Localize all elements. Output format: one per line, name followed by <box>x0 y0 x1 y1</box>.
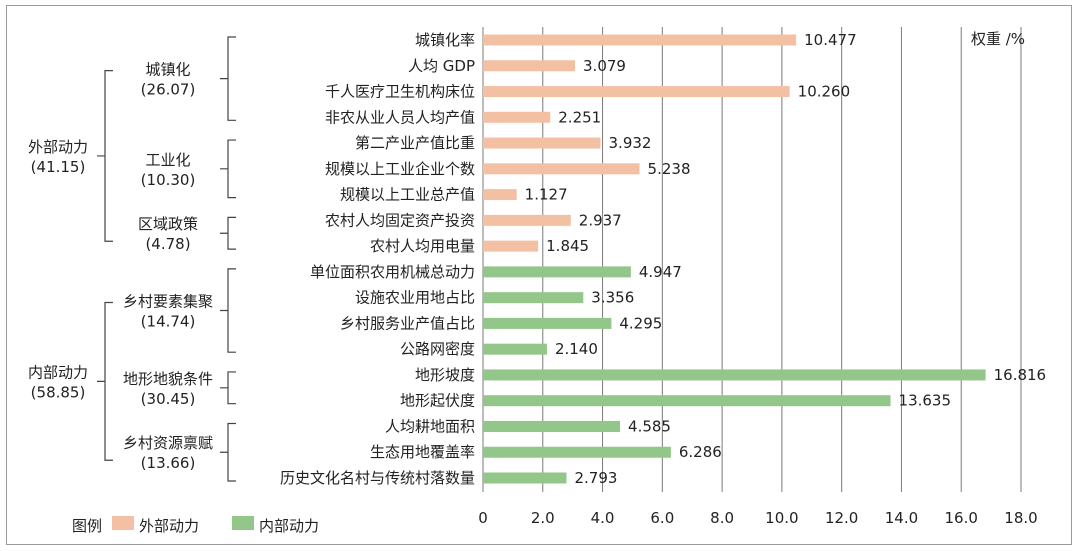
value-label: 2.937 <box>579 211 622 229</box>
bar <box>483 395 891 407</box>
value-label: 2.140 <box>555 340 598 358</box>
legend-title: 图例 <box>72 517 102 535</box>
category-label: 城镇化率 <box>415 31 475 49</box>
value-label: 6.286 <box>679 443 722 461</box>
x-tick-label: 8.0 <box>710 509 734 527</box>
bar <box>483 343 547 355</box>
value-label: 10.260 <box>798 83 851 101</box>
legend-label: 内部动力 <box>259 517 319 535</box>
value-label: 16.816 <box>994 366 1047 384</box>
group-weight: (13.66) <box>141 454 196 472</box>
value-label: 4.585 <box>628 417 671 435</box>
value-label: 4.947 <box>639 263 682 281</box>
group-bracket <box>97 70 113 242</box>
group-weight: (58.85) <box>31 383 86 401</box>
category-label: 农村人均用电量 <box>370 237 475 255</box>
value-label: 3.356 <box>591 289 634 307</box>
category-label: 人均 GDP <box>408 57 475 75</box>
bar <box>483 446 671 458</box>
bar <box>483 420 621 432</box>
category-label: 人均耕地面积 <box>385 417 475 435</box>
legend-label: 外部动力 <box>139 517 199 535</box>
group-weight: (41.15) <box>31 158 86 176</box>
group-weight: (30.45) <box>141 390 196 408</box>
x-tick-label: 4.0 <box>591 509 615 527</box>
bar <box>483 60 576 72</box>
group-bracket <box>220 139 236 199</box>
group-weight: (4.78) <box>145 235 190 253</box>
value-label: 3.932 <box>609 134 652 152</box>
value-label: 4.295 <box>619 314 662 332</box>
x-axis-label: 权重 /% <box>971 30 1025 48</box>
value-label: 2.793 <box>574 469 617 487</box>
bar <box>483 189 517 201</box>
value-label: 13.635 <box>899 392 952 410</box>
bar <box>483 266 631 278</box>
group-label: 地形地貌条件 <box>123 370 213 388</box>
group-bracket <box>220 422 236 482</box>
bar <box>483 369 986 381</box>
category-label: 非农从业人员人均产值 <box>325 108 475 126</box>
bar <box>483 163 640 175</box>
group-weight: (10.30) <box>141 171 196 189</box>
bar <box>483 137 601 149</box>
group-weight: (26.07) <box>141 81 196 99</box>
bar <box>483 214 571 226</box>
x-tick-label: 14.0 <box>885 509 918 527</box>
category-label: 地形起伏度 <box>400 392 475 410</box>
x-tick-label: 16.0 <box>945 509 978 527</box>
category-label: 历史文化名村与传统村落数量 <box>280 469 475 487</box>
legend-swatch <box>112 516 134 530</box>
value-label: 3.079 <box>583 57 626 75</box>
group-label: 乡村资源禀赋 <box>123 434 213 452</box>
group-label: 外部动力 <box>28 138 88 156</box>
value-label: 10.477 <box>804 31 857 49</box>
bar <box>483 292 584 304</box>
legend-swatch <box>232 516 254 530</box>
group-label: 乡村要素集聚 <box>123 293 213 311</box>
value-label: 2.251 <box>558 108 601 126</box>
group-label: 内部动力 <box>28 363 88 381</box>
category-label: 设施农业用地占比 <box>355 289 475 307</box>
bar <box>483 34 797 46</box>
x-tick-label: 2.0 <box>531 509 555 527</box>
category-label: 规模以上工业企业个数 <box>325 160 475 178</box>
x-tick-label: 12.0 <box>825 509 858 527</box>
chart-frame <box>6 5 1072 545</box>
category-label: 单位面积农用机械总动力 <box>310 263 475 281</box>
category-label: 乡村服务业产值占比 <box>340 314 475 332</box>
category-label: 第二产业产值比重 <box>355 134 475 152</box>
group-bracket <box>220 216 236 250</box>
category-label: 公路网密度 <box>400 340 475 358</box>
bar <box>483 317 612 329</box>
value-label: 1.845 <box>546 237 589 255</box>
category-label: 生态用地覆盖率 <box>370 443 475 461</box>
bar <box>483 240 539 252</box>
group-label: 工业化 <box>145 151 190 169</box>
group-weight: (14.74) <box>141 313 196 331</box>
value-label: 5.238 <box>648 160 691 178</box>
category-label: 农村人均固定资产投资 <box>325 211 475 229</box>
x-tick-label: 18.0 <box>1004 509 1037 527</box>
category-label: 千人医疗卫生机构床位 <box>325 83 475 101</box>
group-label: 区域政策 <box>138 215 198 233</box>
group-bracket <box>220 371 236 405</box>
x-tick-label: 0 <box>478 509 488 527</box>
bar <box>483 472 567 484</box>
group-bracket <box>220 36 236 121</box>
bar <box>483 86 790 98</box>
category-label: 规模以上工业总产值 <box>340 186 475 204</box>
category-label: 地形坡度 <box>415 366 475 384</box>
group-bracket <box>97 301 113 461</box>
bar <box>483 111 551 123</box>
group-bracket <box>220 268 236 353</box>
x-tick-label: 6.0 <box>650 509 674 527</box>
group-label: 城镇化 <box>145 61 190 79</box>
value-label: 1.127 <box>525 186 568 204</box>
x-tick-label: 10.0 <box>765 509 798 527</box>
